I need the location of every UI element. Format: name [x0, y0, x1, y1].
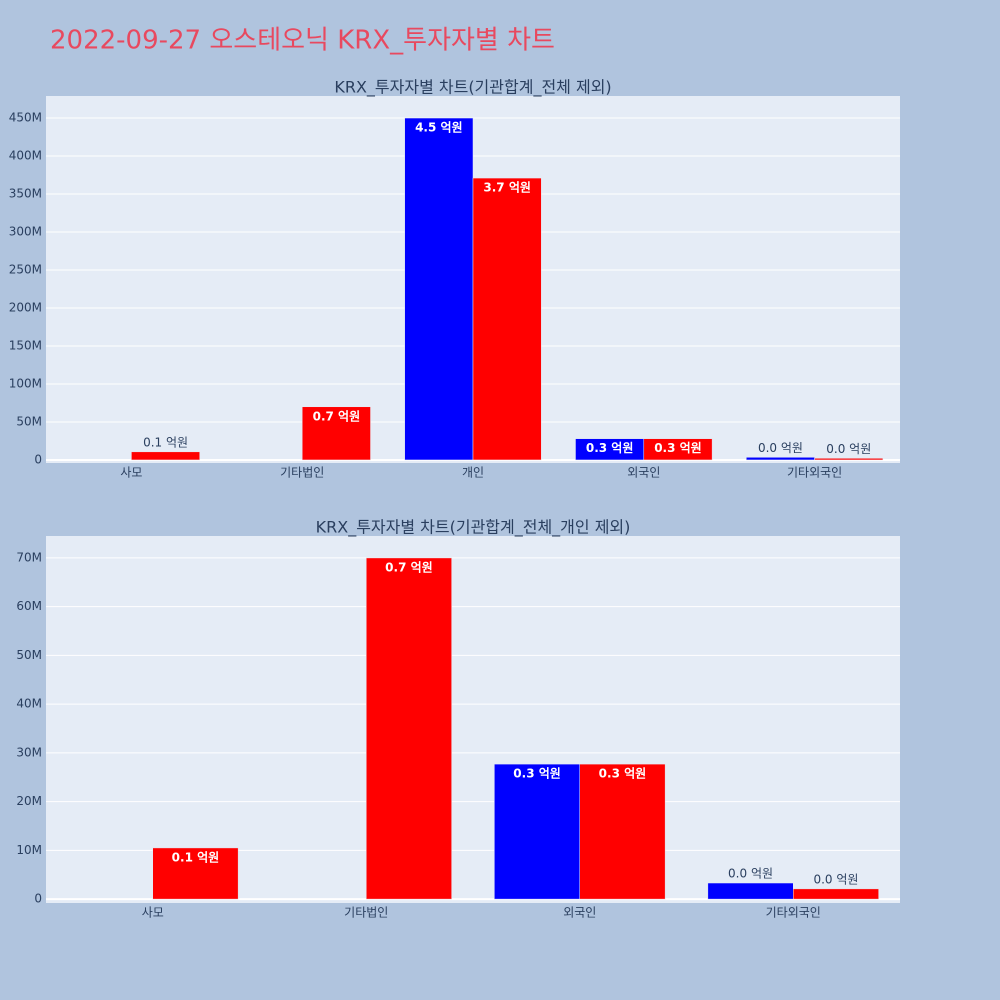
x-tick-label: 개인: [462, 466, 484, 480]
x-tick-label: 기타법인: [280, 466, 324, 480]
x-tick-label: 기타법인: [344, 906, 388, 920]
value-label: 0.3 억원: [654, 441, 702, 455]
bar: [814, 458, 884, 461]
y-tick-label: 300M: [9, 225, 42, 239]
y-tick-label: 200M: [9, 300, 42, 314]
bar: [707, 882, 794, 900]
bar: [494, 763, 581, 900]
bar: [793, 888, 879, 900]
chart-title: KRX_투자자별 차트(기관합계_전체_개인 제외): [316, 518, 631, 538]
value-label: 0.3 억원: [513, 767, 561, 781]
value-label: 0.0 억원: [728, 867, 773, 881]
y-tick-label: 30M: [16, 745, 42, 759]
chart-title: KRX_투자자별 차트(기관합계_전체 제외): [334, 78, 611, 98]
value-label: 0.0 억원: [826, 442, 871, 456]
plot-area: [46, 536, 900, 903]
value-label: 0.7 억원: [313, 409, 361, 423]
value-label: 0.7 억원: [385, 560, 433, 574]
y-tick-label: 0: [34, 892, 42, 906]
y-tick-label: 250M: [9, 263, 42, 277]
bar: [643, 438, 713, 461]
page-title: 2022-09-27 오스테오닉 KRX_투자자별 차트: [50, 26, 555, 56]
bar: [472, 177, 542, 461]
value-label: 0.3 억원: [599, 767, 647, 781]
value-label: 4.5 억원: [415, 121, 463, 135]
y-tick-label: 400M: [9, 149, 42, 163]
y-tick-label: 350M: [9, 187, 42, 201]
value-label: 0.1 억원: [172, 850, 220, 864]
value-label: 0.1 억원: [143, 435, 188, 449]
value-label: 0.3 억원: [586, 441, 634, 455]
x-tick-label: 기타외국인: [787, 466, 842, 480]
y-tick-label: 20M: [16, 794, 42, 808]
y-tick-label: 50M: [16, 648, 42, 662]
y-tick-label: 40M: [16, 697, 42, 711]
bar: [746, 457, 815, 461]
y-tick-label: 50M: [16, 414, 42, 428]
y-tick-label: 10M: [16, 843, 42, 857]
value-label: 0.0 억원: [758, 441, 803, 455]
x-tick-label: 기타외국인: [766, 906, 821, 920]
x-tick-label: 외국인: [627, 466, 660, 480]
x-tick-label: 사모: [142, 906, 164, 920]
y-tick-label: 0: [34, 452, 42, 466]
bar: [301, 406, 371, 461]
bar: [579, 763, 666, 900]
y-tick-label: 450M: [9, 111, 42, 125]
bar: [152, 847, 239, 900]
y-tick-label: 100M: [9, 376, 42, 390]
y-tick-label: 70M: [16, 550, 42, 564]
value-label: 0.0 억원: [813, 872, 858, 886]
x-tick-label: 외국인: [563, 906, 596, 920]
bar: [404, 117, 474, 461]
x-tick-label: 사모: [120, 466, 142, 480]
y-tick-label: 150M: [9, 338, 42, 352]
bar: [131, 451, 200, 461]
bar: [366, 557, 452, 900]
y-tick-label: 60M: [16, 599, 42, 613]
value-label: 3.7 억원: [483, 181, 531, 195]
